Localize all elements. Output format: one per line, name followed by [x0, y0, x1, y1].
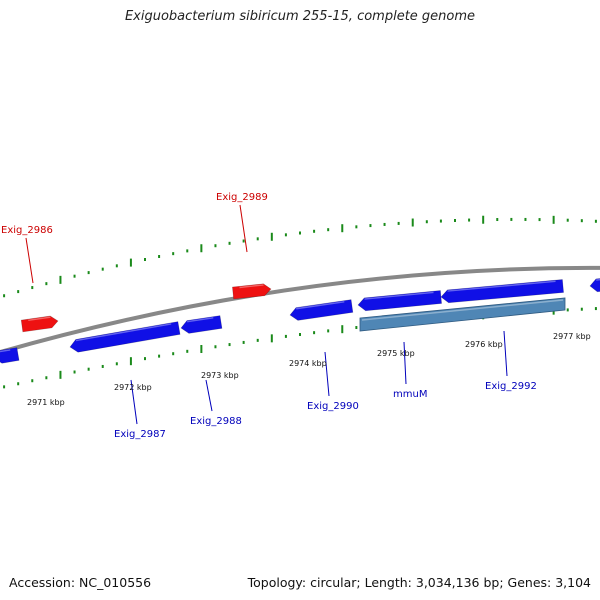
topology-label: Topology: circular; Length: 3,034,136 bp… — [247, 575, 591, 590]
gene-mmum[interactable] — [357, 290, 442, 312]
gene-labels: Exig_2986 Exig_2989 Exig_2987 Exig_2988 Exig… — [1, 192, 537, 440]
gene-exig-2988[interactable] — [180, 315, 223, 334]
gene-partial-right[interactable] — [589, 278, 600, 293]
accession-label: Accession: NC_010556 — [9, 575, 152, 590]
gene-label-exig-2987: Exig_2987 — [114, 429, 166, 440]
leader-line — [205, 379, 213, 412]
scale-labels: 2971 kbp 2972 kbp 2973 kbp 2974 kbp 2975 kbp… — [27, 332, 591, 407]
leader-line — [324, 351, 330, 397]
scale-label: 2976 kbp — [465, 340, 503, 349]
scale-label: 2977 kbp — [553, 332, 591, 341]
leader-line — [403, 341, 407, 385]
gene-exig-2986[interactable] — [20, 315, 59, 333]
scale-label: 2972 kbp — [114, 383, 152, 392]
operon-band[interactable] — [359, 297, 566, 332]
genome-backbone — [0, 265, 600, 355]
gene-features[interactable] — [0, 278, 600, 364]
scale-label: 2971 kbp — [27, 398, 65, 407]
gene-label-mmum: mmuM — [393, 389, 427, 400]
gene-label-exig-2988: Exig_2988 — [190, 416, 242, 427]
scale-label: 2973 kbp — [201, 371, 239, 380]
gene-label-exig-2989: Exig_2989 — [216, 192, 268, 203]
leader-line — [130, 379, 138, 425]
gene-label-exig-2990: Exig_2990 — [307, 401, 359, 412]
gene-partial-left[interactable] — [0, 347, 20, 364]
gene-exig-2990[interactable] — [289, 299, 354, 321]
gene-exig-2989[interactable] — [232, 283, 272, 300]
leader-line — [239, 204, 248, 253]
map-title: Exiguobacterium sibiricum 255-15, comple… — [124, 9, 476, 24]
leader-line — [503, 330, 508, 377]
scale-label: 2975 kbp — [377, 349, 415, 358]
gene-label-exig-2992: Exig_2992 — [485, 381, 537, 392]
leader-line — [25, 237, 34, 284]
forward-tick-track — [3, 215, 597, 298]
gene-label-exig-2986: Exig_2986 — [1, 225, 53, 236]
gene-exig-2987[interactable] — [69, 321, 181, 353]
scale-label: 2974 kbp — [289, 359, 327, 368]
gene-exig-2992[interactable] — [440, 279, 564, 304]
